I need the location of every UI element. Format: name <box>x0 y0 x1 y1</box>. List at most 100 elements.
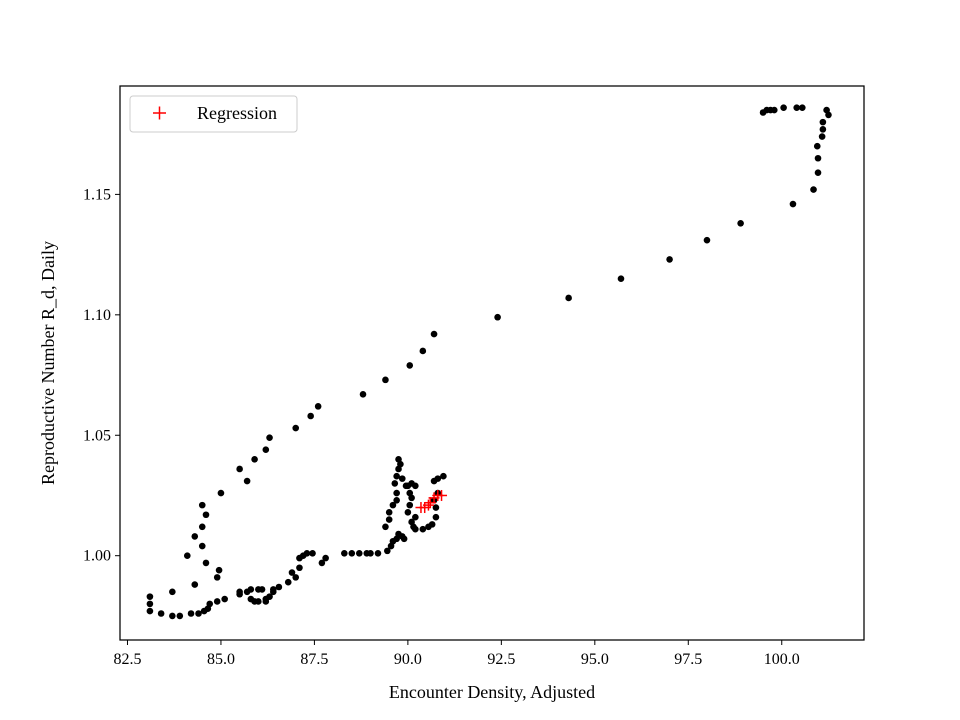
data-point <box>617 275 625 282</box>
data-point <box>391 480 399 487</box>
data-point <box>307 412 314 420</box>
data-point <box>318 559 326 567</box>
data-point <box>195 610 202 617</box>
data-point <box>412 482 419 490</box>
regression-point <box>436 489 448 501</box>
data-point <box>296 564 303 572</box>
data-point <box>292 574 300 581</box>
data-point <box>703 236 711 244</box>
data-point <box>384 547 391 555</box>
data-point <box>243 477 251 485</box>
x-tick-label: 97.5 <box>674 651 702 668</box>
data-point <box>367 549 374 557</box>
legend: Regression <box>129 95 298 133</box>
data-point <box>419 347 427 355</box>
data-point <box>389 501 397 509</box>
data-point <box>221 595 228 603</box>
data-point <box>432 513 440 521</box>
data-point <box>202 511 210 519</box>
data-point <box>176 612 184 620</box>
data-point <box>395 456 402 463</box>
data-point <box>292 424 300 432</box>
data-point <box>146 593 154 600</box>
data-point <box>432 504 440 511</box>
data-point <box>398 533 406 540</box>
data-point <box>198 523 206 531</box>
x-tick-label: 95.0 <box>581 651 609 668</box>
data-point <box>814 169 822 177</box>
data-point <box>799 104 806 111</box>
data-point <box>314 403 322 410</box>
data-point <box>565 294 572 302</box>
data-point <box>382 376 389 384</box>
data-point <box>309 549 316 557</box>
data-point <box>284 578 292 586</box>
data-point <box>819 118 827 126</box>
data-point <box>206 600 214 608</box>
data-point <box>428 521 436 528</box>
data-point <box>217 489 225 497</box>
data-point <box>169 612 176 620</box>
data-point <box>393 496 400 504</box>
x-tick-label: 92.5 <box>487 651 515 668</box>
data-point <box>818 133 826 140</box>
data-point <box>813 142 821 150</box>
data-point <box>789 200 797 208</box>
x-tick-label: 100.0 <box>764 651 800 668</box>
data-point <box>187 610 195 617</box>
data-point <box>434 475 442 482</box>
data-point <box>406 501 414 509</box>
data-point <box>213 574 221 581</box>
data-point <box>157 610 165 617</box>
data-point <box>266 593 273 600</box>
x-axis-label: Encounter Density, Adjusted <box>389 682 595 702</box>
data-point <box>262 598 270 605</box>
data-point <box>440 472 447 480</box>
data-point <box>269 588 277 596</box>
data-point <box>262 446 270 454</box>
x-axis-ticks: 82.5 85.0 87.5 90.0 92.5 95.0 97.5 100.0 <box>113 640 800 668</box>
data-point <box>408 494 415 502</box>
data-point <box>275 583 283 591</box>
data-point <box>247 586 255 593</box>
data-point <box>198 501 206 509</box>
data-point <box>406 362 414 369</box>
data-point <box>666 256 673 263</box>
data-point <box>737 219 744 227</box>
data-point <box>393 472 400 480</box>
x-tick-label: 85.0 <box>207 651 235 668</box>
data-point <box>780 104 787 111</box>
data-point <box>412 525 419 533</box>
y-tick-label: 1.10 <box>83 307 111 324</box>
data-point <box>385 509 393 516</box>
data-point <box>348 549 356 557</box>
legend-label-regression: Regression <box>197 103 277 123</box>
data-point <box>236 588 243 596</box>
y-tick-label: 1.15 <box>83 186 111 203</box>
data-point <box>213 598 221 605</box>
x-tick-label: 82.5 <box>113 651 141 668</box>
data-point <box>288 569 296 576</box>
data-point <box>793 104 801 111</box>
data-point <box>494 313 501 321</box>
data-point <box>814 154 822 162</box>
data-point <box>419 525 427 533</box>
data-point <box>359 391 367 398</box>
x-tick-label: 90.0 <box>394 651 422 668</box>
data-point <box>412 513 419 521</box>
data-point <box>759 109 767 116</box>
data-point <box>202 559 210 567</box>
plot-frame <box>119 85 865 641</box>
data-point <box>146 607 154 615</box>
data-point <box>810 186 817 193</box>
y-tick-label: 1.05 <box>83 427 111 444</box>
data-point <box>169 588 176 596</box>
data-point <box>255 598 262 605</box>
y-tick-label: 1.00 <box>83 548 111 565</box>
data-point <box>374 549 382 557</box>
data-point <box>251 456 258 463</box>
data-point <box>825 111 832 119</box>
data-point <box>404 509 412 516</box>
data-point <box>355 549 363 557</box>
data-point <box>322 554 329 562</box>
